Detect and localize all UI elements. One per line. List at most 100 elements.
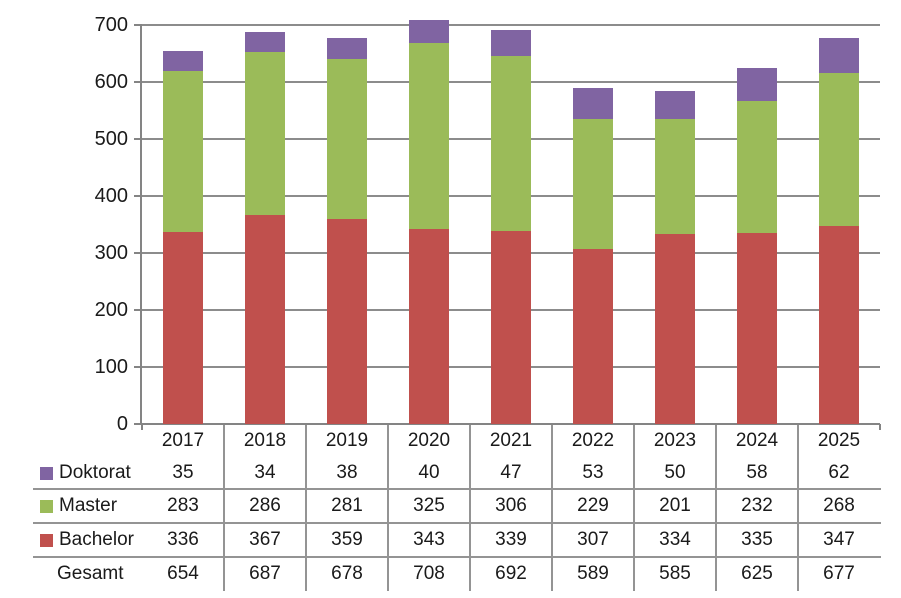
plot-area xyxy=(142,20,880,424)
bar-segment-bachelor xyxy=(655,233,695,424)
legend-item-doktorat: Doktorat xyxy=(0,457,142,489)
table-value-cell: 343 xyxy=(413,529,445,550)
legend-item-gesamt: Gesamt xyxy=(0,557,142,591)
table-value-cell: 35 xyxy=(172,462,194,483)
x-axis-tick xyxy=(879,424,881,430)
table-column-divider xyxy=(305,425,307,591)
year-header: 2023 xyxy=(653,430,697,451)
table-value-cell: 232 xyxy=(741,495,773,516)
table-value-cell: 654 xyxy=(167,563,199,584)
bar-segment-master xyxy=(573,118,613,250)
bar-segment-master xyxy=(327,59,367,220)
year-header: 2021 xyxy=(489,430,533,451)
y-axis-tick-label: 200 xyxy=(94,299,128,321)
legend-header-cell xyxy=(0,425,142,457)
y-axis-tick-label: 400 xyxy=(94,185,128,207)
y-axis-line xyxy=(140,24,142,424)
y-axis-tick xyxy=(134,195,141,197)
table-value-cell: 677 xyxy=(823,563,855,584)
bar-segment-bachelor xyxy=(409,228,449,424)
bar-stack-2019 xyxy=(327,37,367,424)
table-value-cell: 692 xyxy=(495,563,527,584)
table-value-cell: 336 xyxy=(167,529,199,550)
bar-segment-master xyxy=(491,56,531,231)
y-axis-tick xyxy=(134,81,141,83)
bar-stack-2020 xyxy=(409,20,449,424)
table-value-cell: 281 xyxy=(331,495,363,516)
table-column-divider xyxy=(223,425,225,591)
table-value-cell: 286 xyxy=(249,495,281,516)
y-axis-tick xyxy=(134,24,141,26)
table-value-cell: 347 xyxy=(823,529,855,550)
year-header: 2020 xyxy=(407,430,451,451)
bar-segment-bachelor xyxy=(737,233,777,424)
bar-segment-doktorat xyxy=(573,88,613,119)
table-value-cell: 50 xyxy=(664,462,686,483)
table-value-cell: 687 xyxy=(249,563,281,584)
y-axis-tick xyxy=(134,366,141,368)
bar-segment-doktorat xyxy=(491,29,531,57)
table-column-divider xyxy=(469,425,471,591)
table-value-cell: 38 xyxy=(336,462,358,483)
table-value-cell: 325 xyxy=(413,495,445,516)
bar-segment-bachelor xyxy=(491,230,531,424)
y-axis-tick xyxy=(134,252,141,254)
table-value-cell: 268 xyxy=(823,495,855,516)
table-value-cell: 306 xyxy=(495,495,527,516)
bar-segment-doktorat xyxy=(655,90,695,120)
bar-segment-master xyxy=(245,51,285,215)
gridline xyxy=(142,24,880,26)
legend-item-master: Master xyxy=(0,489,142,523)
bar-segment-master xyxy=(163,71,203,233)
table-grid: 2017 2018 2019 2020 2021 2022 2023 2024 2025 Dokt… xyxy=(0,425,880,591)
bar-stack-2017 xyxy=(163,51,203,424)
table-value-cell: 585 xyxy=(659,563,691,584)
x-axis-line xyxy=(140,423,880,425)
legend-color-swatch xyxy=(40,499,53,513)
bar-segment-master xyxy=(737,100,777,234)
bar-stack-2021 xyxy=(491,29,531,424)
legend-label: Master xyxy=(59,495,118,516)
y-axis-tick-label: 600 xyxy=(94,71,128,93)
bar-segment-bachelor xyxy=(327,219,367,424)
table-value-cell: 335 xyxy=(741,529,773,550)
legend-label: Doktorat xyxy=(59,462,131,483)
y-axis-tick-label: 300 xyxy=(94,242,128,264)
table-column-divider xyxy=(633,425,635,591)
table-value-cell: 334 xyxy=(659,529,691,550)
bar-segment-bachelor xyxy=(163,232,203,424)
bar-segment-doktorat xyxy=(245,32,285,52)
bar-segment-doktorat xyxy=(163,51,203,72)
bar-segment-bachelor xyxy=(245,214,285,424)
table-value-cell: 34 xyxy=(254,462,276,483)
table-column-divider xyxy=(797,425,799,591)
bar-stack-2022 xyxy=(573,88,613,424)
bar-stack-2024 xyxy=(737,67,777,424)
bar-segment-master xyxy=(655,119,695,234)
data-table: 2017 2018 2019 2020 2021 2022 2023 2024 2025 Dokt… xyxy=(0,425,901,591)
table-row-divider xyxy=(33,488,881,490)
table-column-divider xyxy=(715,425,717,591)
y-axis-tick-label: 700 xyxy=(94,14,128,36)
y-axis-tick-label: 100 xyxy=(94,356,128,378)
bar-segment-master xyxy=(409,43,449,229)
table-value-cell: 307 xyxy=(577,529,609,550)
table-row-divider xyxy=(33,556,881,558)
table-value-cell: 53 xyxy=(582,462,604,483)
legend-color-swatch xyxy=(40,533,53,547)
legend-label: Gesamt xyxy=(57,563,124,584)
year-header: 2022 xyxy=(571,430,615,451)
bar-stack-2025 xyxy=(819,38,859,424)
table-value-cell: 58 xyxy=(746,462,768,483)
table-row-divider xyxy=(33,522,881,524)
y-axis-tick xyxy=(134,309,141,311)
bar-segment-doktorat xyxy=(819,38,859,74)
legend-color-swatch xyxy=(40,466,53,480)
year-header: 2025 xyxy=(817,430,861,451)
table-value-cell: 229 xyxy=(577,495,609,516)
table-value-cell: 40 xyxy=(418,462,440,483)
bar-segment-doktorat xyxy=(327,37,367,60)
table-value-cell: 589 xyxy=(577,563,609,584)
legend-item-bachelor: Bachelor xyxy=(0,523,142,557)
